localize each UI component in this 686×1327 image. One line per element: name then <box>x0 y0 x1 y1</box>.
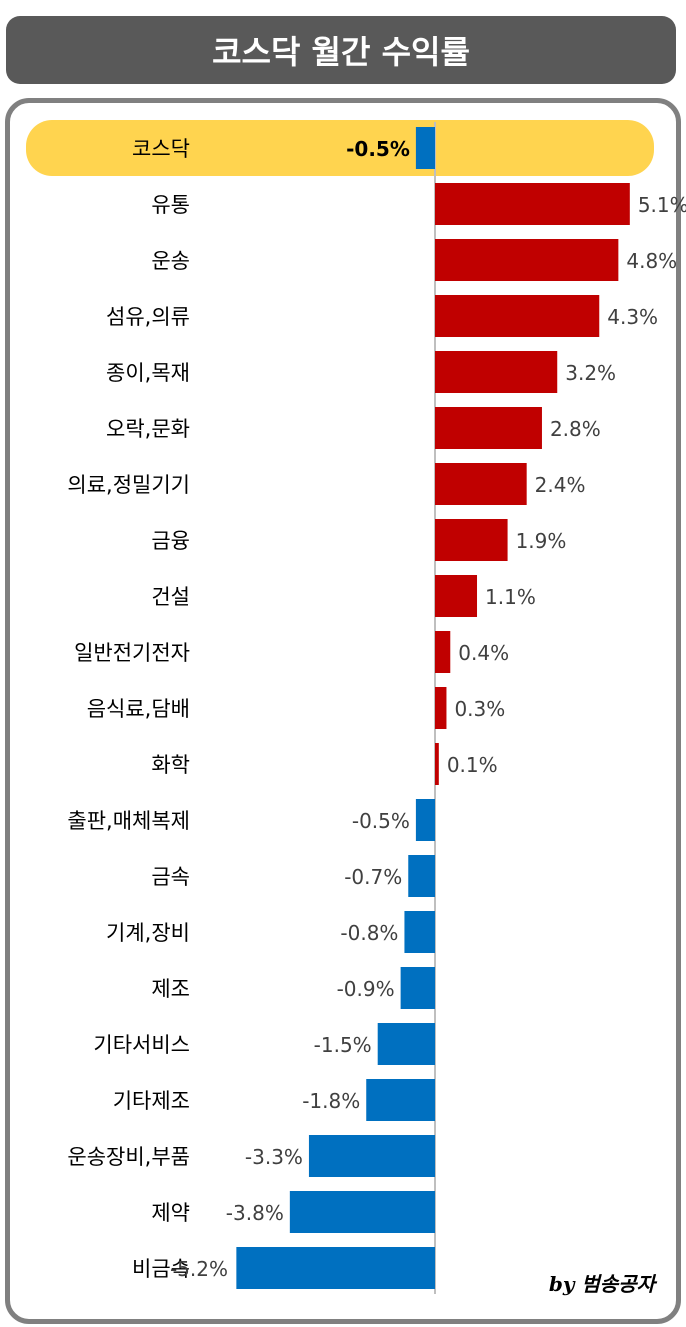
bar-0 <box>415 127 435 169</box>
value-label-4: 3.2% <box>565 361 616 385</box>
bar-3 <box>435 295 600 337</box>
bar-20 <box>236 1247 435 1289</box>
bar-12 <box>415 799 435 841</box>
value-label-2: 4.8% <box>626 249 677 273</box>
category-label-19: 제약 <box>151 1201 190 1225</box>
value-label-1: 5.1% <box>638 193 686 217</box>
bar-14 <box>404 911 435 953</box>
category-label-11: 화학 <box>151 753 190 777</box>
value-label-7: 1.9% <box>516 529 567 553</box>
value-label-8: 1.1% <box>485 585 536 609</box>
category-label-5: 오락,문화 <box>106 417 190 441</box>
value-label-17: -1.8% <box>302 1089 360 1113</box>
value-label-0: -0.5% <box>346 137 410 161</box>
category-label-20: 비금속 <box>132 1257 190 1281</box>
value-label-16: -1.5% <box>314 1033 372 1057</box>
category-label-7: 금융 <box>151 529 190 553</box>
category-label-1: 유통 <box>151 193 190 217</box>
bar-6 <box>435 463 527 505</box>
value-label-10: 0.3% <box>454 697 505 721</box>
bar-13 <box>408 855 435 897</box>
value-label-5: 2.8% <box>550 417 601 441</box>
value-label-12: -0.5% <box>352 809 410 833</box>
category-label-16: 기타서비스 <box>93 1033 190 1057</box>
bar-17 <box>366 1079 435 1121</box>
category-label-8: 건설 <box>151 585 190 609</box>
bar-11 <box>435 743 439 785</box>
value-label-6: 2.4% <box>535 473 586 497</box>
category-label-15: 제조 <box>151 977 190 1001</box>
page-title: 코스닥 월간 수익률 <box>212 33 470 71</box>
category-label-12: 출판,매체복제 <box>67 809 190 833</box>
bar-18 <box>308 1135 435 1177</box>
bar-5 <box>435 407 542 449</box>
category-label-10: 음식료,담배 <box>87 697 190 721</box>
category-label-0: 코스닥 <box>132 137 190 161</box>
category-label-9: 일반전기전자 <box>74 641 190 665</box>
category-label-4: 종이,목재 <box>106 361 190 385</box>
value-label-18: -3.3% <box>245 1145 303 1169</box>
bar-8 <box>435 575 478 617</box>
value-label-19: -3.8% <box>226 1201 284 1225</box>
value-label-15: -0.9% <box>337 977 395 1001</box>
bar-4 <box>435 351 558 393</box>
title-bar: 코스닥 월간 수익률 <box>6 16 676 84</box>
category-label-14: 기계,장비 <box>106 921 190 945</box>
bar-2 <box>435 239 619 281</box>
value-label-9: 0.4% <box>458 641 509 665</box>
bar-19 <box>289 1191 435 1233</box>
bar-7 <box>435 519 508 561</box>
category-label-2: 운송 <box>151 249 190 273</box>
bar-15 <box>400 967 435 1009</box>
value-label-11: 0.1% <box>447 753 498 777</box>
value-label-20: -5.2% <box>170 1257 228 1281</box>
value-label-13: -0.7% <box>344 865 402 889</box>
bar-9 <box>435 631 451 673</box>
bar-10 <box>435 687 447 729</box>
category-label-17: 기타제조 <box>113 1089 190 1113</box>
highlight-band <box>26 120 654 176</box>
category-label-13: 금속 <box>151 865 190 889</box>
value-label-3: 4.3% <box>607 305 658 329</box>
credit-text: by 범송공자 <box>549 1272 658 1296</box>
bar-1 <box>435 183 630 225</box>
category-label-18: 운송장비,부품 <box>67 1145 190 1169</box>
value-label-14: -0.8% <box>340 921 398 945</box>
bar-16 <box>377 1023 435 1065</box>
category-label-6: 의료,정밀기기 <box>67 473 190 497</box>
category-label-3: 섬유,의류 <box>106 305 190 329</box>
